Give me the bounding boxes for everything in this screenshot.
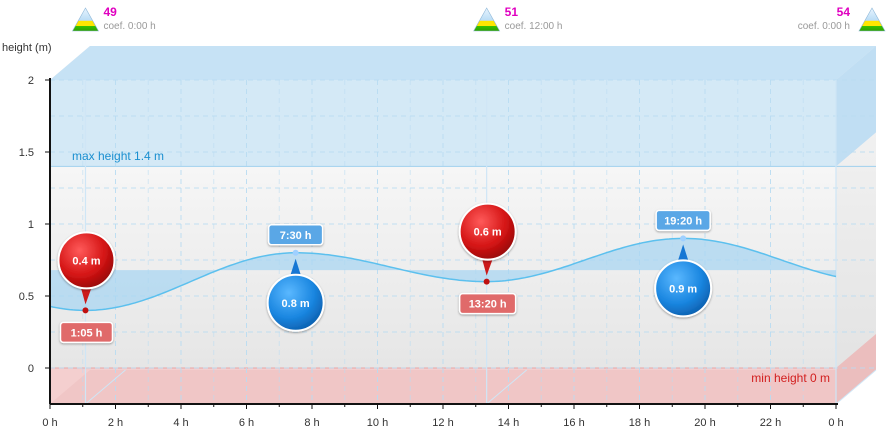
- y-tick-label: 1: [28, 219, 34, 231]
- low-marker-bubble: [57, 231, 116, 290]
- low-marker-bubble: [458, 202, 517, 261]
- coefficient-time-label: coef. 12:00 h: [505, 21, 563, 32]
- high-tide-marker: 7:30 h 0.8 m: [266, 224, 325, 332]
- x-tick-label: 14 h: [498, 417, 519, 429]
- high-marker-time-box: [267, 224, 324, 246]
- low-tide-marker: 0.4 m 1:05 h: [57, 231, 116, 344]
- high-marker-bubble: [654, 259, 713, 318]
- min-height-label: min height 0 m: [751, 371, 830, 385]
- above-max-band-top: [50, 46, 876, 80]
- below-min-band-side: [836, 334, 876, 404]
- below-min-band-floor: [50, 370, 876, 404]
- low-marker-time: 1:05 h: [71, 327, 103, 339]
- coefficient-marker: 54 coef. 0:00 h: [798, 5, 886, 32]
- x-tick-label: 4 h: [173, 417, 188, 429]
- low-tide-marker: 0.6 m 13:20 h: [458, 202, 517, 315]
- x-tick-label: 0 h: [828, 417, 843, 429]
- tide-curve-line: [49, 237, 837, 312]
- y-tick-label: 2: [28, 75, 34, 87]
- x-tick-label: 6 h: [239, 417, 254, 429]
- x-tick-label: 10 h: [367, 417, 388, 429]
- low-marker-time: 13:20 h: [469, 299, 507, 311]
- x-tick-label: 2 h: [108, 417, 123, 429]
- coefficient-guide-slant: [85, 369, 126, 405]
- coefficient-guide-slant: [835, 369, 877, 405]
- coefficient-time-label: coef. 0:00 h: [103, 21, 155, 32]
- high-marker-time: 19:20 h: [664, 215, 702, 227]
- x-tick-label: 8 h: [304, 417, 319, 429]
- tide-extreme-markers: 0.4 m 1:05 h 7:30 h 0.8 m 0.6 m 13:20 h 19:20 …: [57, 202, 713, 344]
- coefficient-value: 49: [103, 5, 117, 19]
- low-marker-time-box: [458, 292, 517, 315]
- high-marker-dot: [292, 249, 299, 256]
- above-max-band-side: [836, 46, 876, 167]
- y-axis-title: height (m): [2, 42, 52, 54]
- x-tick-label: 20 h: [694, 417, 715, 429]
- max-height-label: max height 1.4 m: [72, 149, 164, 163]
- x-tick-label: 12 h: [432, 417, 453, 429]
- coefficient-value: 54: [837, 5, 851, 19]
- x-tick-label: 22 h: [760, 417, 781, 429]
- high-marker-time: 7:30 h: [280, 230, 312, 242]
- high-marker-value: 0.8 m: [282, 298, 310, 310]
- high-marker-bubble: [266, 273, 325, 332]
- low-marker-value: 0.4 m: [72, 255, 100, 267]
- coefficient-icon: [858, 7, 886, 32]
- y-tick-label: 0: [28, 363, 34, 375]
- high-marker-time-box: [655, 209, 711, 232]
- high-marker-value: 0.9 m: [669, 283, 697, 295]
- high-tide-marker: 19:20 h 0.9 m: [654, 209, 713, 318]
- coefficient-markers: 49 coef. 0:00 h 51 coef. 12:00 h 54 coef. 0:0…: [71, 5, 886, 32]
- tide-area: [50, 238, 836, 311]
- x-tick-label: 16 h: [563, 417, 584, 429]
- coefficient-icon: [473, 7, 501, 32]
- low-marker-value: 0.6 m: [474, 227, 502, 239]
- low-marker-time-box: [59, 321, 114, 344]
- y-tick-label: 1.5: [19, 147, 34, 159]
- x-tick-label: 18 h: [629, 417, 650, 429]
- coefficient-icon: [71, 7, 99, 32]
- coefficient-guide-slant: [486, 369, 527, 405]
- y-tick-label: 0.5: [19, 291, 34, 303]
- coefficient-marker: 51 coef. 12:00 h: [473, 5, 563, 32]
- coefficient-time-label: coef. 0:00 h: [798, 21, 850, 32]
- low-marker-dot: [82, 307, 89, 314]
- x-tick-label: 0 h: [42, 417, 57, 429]
- low-marker-dot: [483, 278, 490, 285]
- coefficient-marker: 49 coef. 0:00 h: [71, 5, 156, 32]
- tide-curve-group: [49, 237, 837, 312]
- coefficient-value: 51: [505, 5, 519, 19]
- high-marker-dot: [680, 235, 687, 242]
